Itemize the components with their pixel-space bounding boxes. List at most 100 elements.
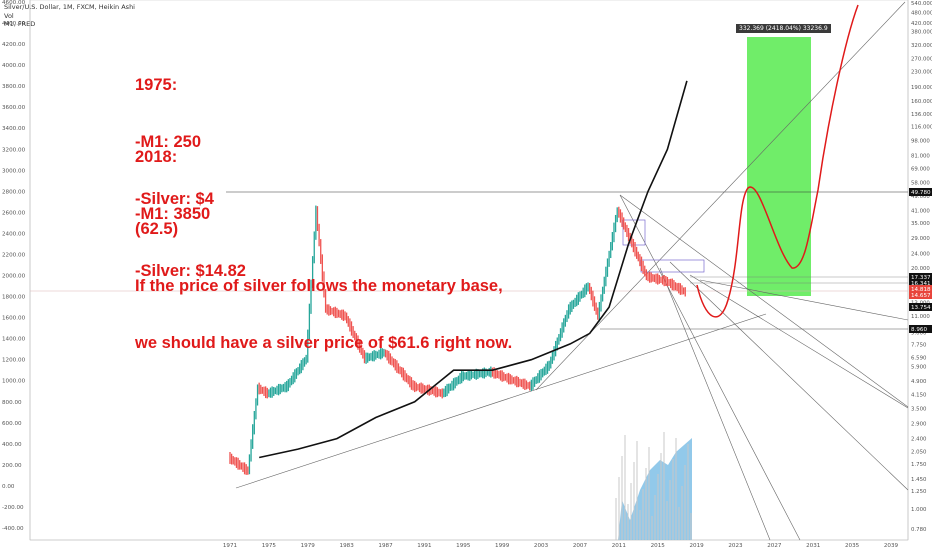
projection-curve xyxy=(696,4,859,318)
right-axis-tick-label: 5.900 xyxy=(911,364,927,370)
right-axis-tick-label: 270.000 xyxy=(911,57,932,63)
x-axis-tick-label: 1995 xyxy=(456,543,471,549)
price-label-box xyxy=(909,188,932,196)
left-axis-tick-label: 3600.00 xyxy=(2,105,26,111)
right-axis-tick-label: 540.000 xyxy=(911,1,932,7)
x-axis-tick-label: 2031 xyxy=(806,543,821,549)
left-axis-tick-label: 1200.00 xyxy=(2,358,26,364)
right-axis-tick-label: 2.400 xyxy=(911,437,927,443)
right-axis-tick-label: 7.750 xyxy=(911,342,927,348)
left-axis-tick-label: 3000.00 xyxy=(2,168,26,174)
left-axis-tick-label: 2400.00 xyxy=(2,231,26,237)
left-axis-tick-label: 2600.00 xyxy=(2,210,26,216)
right-axis-tick-label: 1.450 xyxy=(911,477,927,483)
annotation-line: -M1: 3850 xyxy=(135,205,211,223)
price-label-text: 17.337 xyxy=(911,275,931,281)
annotation-line: -M1: 250 xyxy=(135,133,202,151)
right-axis-tick-label: 190.000 xyxy=(911,85,932,91)
left-axis-tick-label: 200.00 xyxy=(2,463,22,469)
annotation-line: If the price of silver follows the monet… xyxy=(135,277,503,295)
left-axis-tick-label: 600.00 xyxy=(2,421,22,427)
annotation-2018: 2018: -M1: 3850 -Silver: $14.82 xyxy=(135,110,246,300)
left-axis-tick-label: 2200.00 xyxy=(2,252,26,258)
right-axis-tick-label: 136.000 xyxy=(911,112,932,118)
x-axis-tick-label: 1987 xyxy=(378,543,393,549)
m1-line xyxy=(259,80,688,459)
left-axis-tick-label: -400.00 xyxy=(2,526,24,532)
left-axis-tick-label: 1000.00 xyxy=(2,379,26,385)
right-axis-tick-label: 11.000 xyxy=(911,314,930,320)
price-label-box xyxy=(909,273,932,281)
left-axis-tick-label: 3200.00 xyxy=(2,147,26,153)
right-axis-tick-label: 480.000 xyxy=(911,10,932,16)
left-axis-tick-label: 2800.00 xyxy=(2,189,26,195)
left-axis-tick-label: -200.00 xyxy=(2,505,24,511)
right-axis-tick-label: 1.750 xyxy=(911,462,927,468)
m1-legend: M1, FRED xyxy=(4,20,36,28)
annotation-line: 2018: xyxy=(135,148,178,166)
right-axis-tick-label: 160.000 xyxy=(911,99,932,105)
right-axis-tick-label: 6.590 xyxy=(911,355,927,361)
x-axis-tick-label: 1979 xyxy=(301,543,316,549)
right-axis-tick-label: 41.000 xyxy=(911,208,930,214)
right-axis-tick-label: 49.000 xyxy=(911,194,930,200)
annotation-line: we should have a silver price of $61.6 r… xyxy=(135,334,513,352)
annotation-line: (62.5) xyxy=(135,220,179,238)
price-label-text: 13.754 xyxy=(911,305,931,311)
x-axis-tick-label: 1975 xyxy=(262,543,277,549)
trend-line xyxy=(689,274,909,409)
annotation-line: -Silver: $14.82 xyxy=(135,262,246,280)
x-axis-tick-label: 1983 xyxy=(340,543,355,549)
x-axis-tick-label: 2019 xyxy=(689,543,704,549)
left-axis-tick-label: 3800.00 xyxy=(2,84,26,90)
price-label-text: 14.657 xyxy=(911,293,931,299)
price-label-box xyxy=(909,291,932,299)
right-axis-tick-label: 116.000 xyxy=(911,125,932,131)
right-axis-tick-label: 20.000 xyxy=(911,266,930,272)
right-axis-tick-label: 3.500 xyxy=(911,406,927,412)
trend-line xyxy=(619,194,801,541)
left-axis-tick-label: 4200.00 xyxy=(2,42,26,48)
right-axis-tick-label: 230.000 xyxy=(911,70,932,76)
right-axis-tick-label: 320.000 xyxy=(911,43,932,49)
price-label-box xyxy=(909,285,932,293)
annotation-1975: 1975: -M1: 250 -Silver: $4 xyxy=(135,38,214,228)
right-axis-tick-label: 4.150 xyxy=(911,393,927,399)
right-axis-tick-label: 58.000 xyxy=(911,180,930,186)
left-axis-tick-label: 4600.00 xyxy=(2,0,26,6)
trend-line xyxy=(699,279,909,321)
trend-line xyxy=(659,267,771,541)
x-axis-tick-label: 2039 xyxy=(884,543,899,549)
left-axis-tick-label: 800.00 xyxy=(2,400,22,406)
trend-line xyxy=(619,194,909,408)
left-axis-tick-label: 400.00 xyxy=(2,442,22,448)
right-axis-tick-label: 4.900 xyxy=(911,379,927,385)
price-label-text: 8.960 xyxy=(911,327,927,333)
left-axis-tick-label: 4400.00 xyxy=(2,21,26,27)
trend-line xyxy=(235,313,767,489)
x-axis-tick-label: 1999 xyxy=(495,543,510,549)
right-axis-tick-label: 98.000 xyxy=(911,138,930,144)
x-axis-tick-label: 2023 xyxy=(728,543,743,549)
right-axis-tick-label: 1.250 xyxy=(911,489,927,495)
annotation-conclusion: (62.5) If the price of silver follows th… xyxy=(135,182,512,372)
x-axis-tick-label: 2027 xyxy=(767,543,782,549)
annotation-line: 1975: xyxy=(135,76,178,94)
trend-line xyxy=(669,261,909,491)
right-axis-tick-label: 81.000 xyxy=(911,154,930,160)
x-axis-tick-label: 2007 xyxy=(573,543,588,549)
trend-line xyxy=(535,1,906,391)
chart-title: Silver/U.S. Dollar, 1M, FXCM, Heikin Ash… xyxy=(4,3,135,11)
projection-zone xyxy=(747,37,811,296)
price-label-text: 14.818 xyxy=(911,287,931,293)
x-axis-tick-label: 2015 xyxy=(651,543,666,549)
right-axis-tick-label: 29.000 xyxy=(911,236,930,242)
left-axis-tick-label: 1800.00 xyxy=(2,295,26,301)
price-label-text: 16.341 xyxy=(911,281,931,287)
left-axis-tick-label: 1400.00 xyxy=(2,337,26,343)
left-axis-tick-label: 4000.00 xyxy=(2,63,26,69)
volume-legend: Vol xyxy=(4,12,14,20)
right-axis-tick-label: 1.000 xyxy=(911,507,927,513)
price-label-box xyxy=(909,279,932,287)
